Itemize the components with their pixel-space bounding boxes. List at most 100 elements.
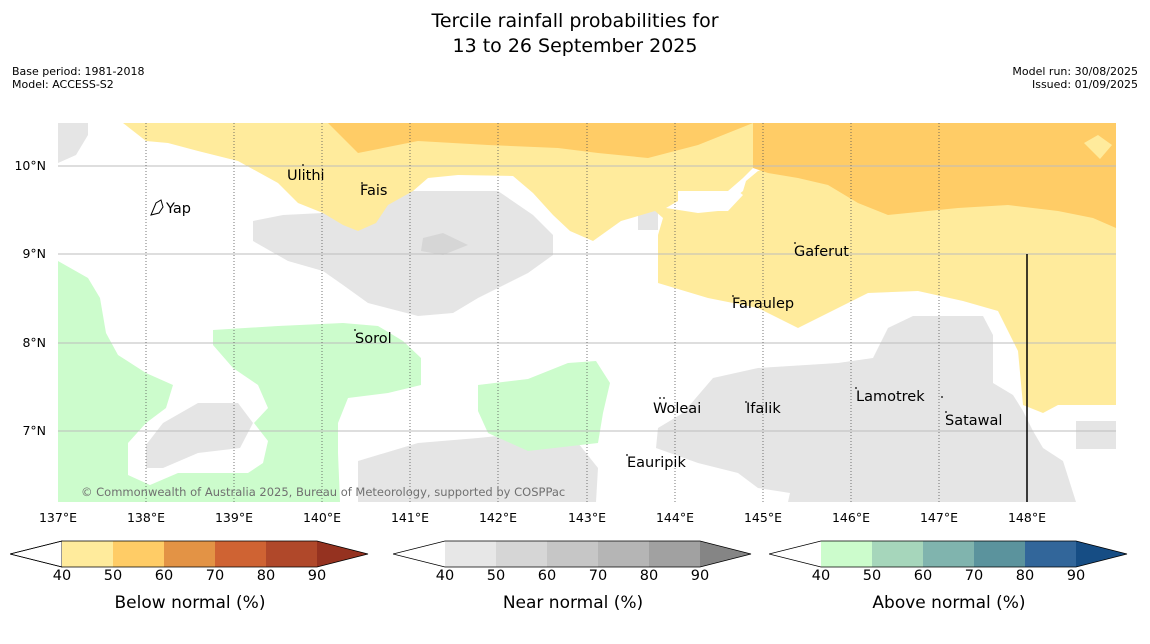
lat-label-8n: 8°N — [22, 335, 46, 350]
probability-map: Yap Ulithi Fais Gaferut Faraulep Sorol L… — [58, 123, 1116, 502]
place-label-woleai: Woleai — [653, 401, 701, 417]
colorbar-below-outline — [10, 540, 369, 568]
lon-label-137e: 137°E — [38, 510, 77, 525]
colorbar-above-low-arrow — [769, 541, 821, 567]
near-region-left-low — [146, 403, 253, 468]
colorbar-above-seg-1 — [821, 541, 872, 567]
lon-label-144e: 144°E — [655, 510, 694, 525]
place-label-yap: Yap — [165, 201, 191, 217]
map-title-line2: 13 to 26 September 2025 — [452, 35, 698, 57]
above-tick-70: 70 — [964, 568, 984, 584]
yap-island-shape — [150, 199, 164, 216]
colorbar-below-title: Below normal (%) — [114, 593, 266, 613]
above-tick-80: 80 — [1015, 568, 1035, 584]
near-tick-60: 60 — [537, 568, 557, 584]
colorbar-above-seg-4 — [974, 541, 1025, 567]
colorbar-near — [393, 540, 752, 568]
fais-dot — [361, 182, 363, 184]
near-region-topleft — [58, 123, 88, 163]
place-label-ulithi: Ulithi — [287, 168, 325, 184]
above-region-west — [58, 261, 421, 502]
issued-date: Issued: 01/09/2025 — [1031, 78, 1138, 91]
woleai-dot-1 — [659, 397, 661, 399]
below-region-hole — [678, 191, 743, 211]
satawal-dot — [945, 411, 947, 413]
colorbar-below-high-arrow — [317, 541, 368, 567]
place-label-sorol: Sorol — [355, 331, 392, 347]
place-label-satawal: Satawal — [945, 413, 1002, 429]
ulithi-dot — [302, 164, 304, 166]
near-region-south — [358, 433, 598, 502]
colorbar-near-seg-3 — [547, 541, 598, 567]
near-tick-80: 80 — [639, 568, 659, 584]
above-tick-50: 50 — [862, 568, 882, 584]
near-tick-40: 40 — [435, 568, 455, 584]
near-tick-50: 50 — [486, 568, 506, 584]
below-normal-regions — [123, 123, 1116, 413]
map-title-line1: Tercile rainfall probabilities for — [431, 10, 719, 32]
colorbar-near-seg-5 — [649, 541, 700, 567]
lamotrek-dot — [855, 387, 857, 389]
near-region-center-dark — [421, 233, 468, 255]
island-markers — [150, 164, 947, 456]
below-region-north-orange — [328, 123, 753, 158]
colorbar-below-seg-4 — [215, 541, 266, 567]
lon-label-143e: 143°E — [567, 510, 606, 525]
lon-label-145e: 145°E — [743, 510, 782, 525]
below-tick-90: 90 — [307, 568, 327, 584]
lat-label-10n: 10°N — [14, 158, 46, 173]
faraulep-dot — [732, 295, 734, 297]
lamotrek-islet-dot — [941, 396, 943, 398]
lon-label-141e: 141°E — [390, 510, 429, 525]
colorbar-near-low-arrow — [393, 541, 445, 567]
above-region-middle — [478, 361, 610, 451]
meta-left: Base period: 1981-2018 Model: ACCESS-S2 — [12, 65, 144, 91]
place-label-lamotrek: Lamotrek — [856, 389, 925, 405]
above-tick-90: 90 — [1066, 568, 1086, 584]
lon-label-139e: 139°E — [214, 510, 253, 525]
colorbar-above-seg-2 — [872, 541, 923, 567]
colorbar-below — [10, 540, 369, 568]
longitude-gridlines — [145, 123, 940, 502]
place-label-eauripik: Eauripik — [627, 455, 686, 471]
colorbar-above-title: Above normal (%) — [872, 593, 1026, 613]
below-region-islet — [1084, 135, 1112, 159]
colorbar-near-high-arrow — [700, 541, 751, 567]
colorbar-above-seg-5 — [1025, 541, 1076, 567]
below-tick-50: 50 — [103, 568, 123, 584]
ifalik-dot — [745, 401, 747, 403]
near-region-east — [656, 316, 1076, 502]
near-tick-70: 70 — [588, 568, 608, 584]
model-name: Model: ACCESS-S2 — [12, 78, 114, 91]
colorbar-below-low-arrow — [10, 540, 63, 568]
colorbar-above-outline — [769, 540, 1128, 568]
lat-label-9n: 9°N — [22, 246, 46, 261]
lat-label-7n: 7°N — [22, 423, 46, 438]
below-tick-40: 40 — [52, 568, 72, 584]
near-region-far-east — [1076, 421, 1116, 449]
near-tick-90: 90 — [690, 568, 710, 584]
sorol-dot — [354, 329, 356, 331]
place-label-fais: Fais — [360, 183, 387, 199]
lon-label-138e: 138°E — [126, 510, 165, 525]
above-normal-regions — [58, 261, 610, 502]
above-tick-60: 60 — [913, 568, 933, 584]
place-label-faraulep: Faraulep — [732, 296, 794, 312]
below-tick-80: 80 — [256, 568, 276, 584]
colorbar-below-seg-2 — [113, 541, 164, 567]
below-tick-60: 60 — [154, 568, 174, 584]
lon-label-142e: 142°E — [478, 510, 517, 525]
colorbar-above-high-arrow — [1076, 541, 1127, 567]
colorbar-near-seg-1 — [445, 541, 496, 567]
colorbar-near-seg-4 — [598, 541, 649, 567]
lon-label-148e: 148°E — [1007, 510, 1046, 525]
woleai-dot-2 — [663, 397, 665, 399]
colorbar-above-seg-3 — [923, 541, 974, 567]
colorbar-near-seg-2 — [496, 541, 547, 567]
gaferut-dot — [794, 242, 796, 244]
below-region-northeast-orange — [753, 123, 1116, 228]
above-tick-40: 40 — [811, 568, 831, 584]
lon-label-147e: 147°E — [919, 510, 958, 525]
place-label-gaferut: Gaferut — [794, 244, 849, 260]
colorbar-below-seg-1 — [62, 541, 113, 567]
